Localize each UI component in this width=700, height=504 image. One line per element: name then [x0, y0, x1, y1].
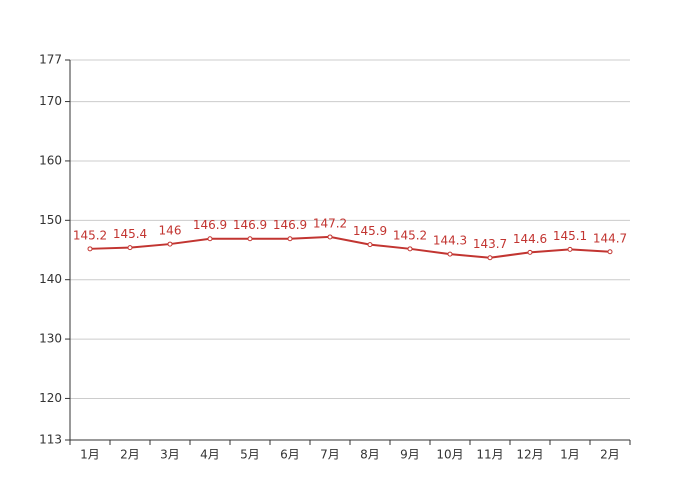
y-tick-label: 177 — [39, 53, 62, 67]
data-label: 145.4 — [113, 227, 147, 241]
x-tick-label: 3月 — [160, 448, 180, 462]
data-label: 146 — [159, 224, 182, 238]
point — [407, 246, 413, 252]
point — [167, 241, 173, 247]
point — [327, 234, 333, 240]
x-tick-label: 4月 — [200, 448, 220, 462]
data-label: 146.9 — [193, 218, 227, 232]
x-tick-label: 2月 — [120, 448, 140, 462]
point — [287, 236, 293, 242]
y-tick-label: 160 — [39, 153, 62, 167]
y-tick-label: 140 — [39, 272, 62, 286]
point — [607, 249, 613, 255]
y-tick-label: 170 — [39, 94, 62, 108]
data-label: 145.1 — [553, 229, 587, 243]
point — [567, 246, 573, 252]
y-tick-label: 130 — [39, 332, 62, 346]
x-tick-label: 1月 — [80, 448, 100, 462]
x-tick-label: 1月 — [560, 448, 580, 462]
x-tick-label: 8月 — [360, 448, 380, 462]
point — [207, 236, 213, 242]
point — [247, 236, 253, 242]
data-label: 144.7 — [593, 231, 627, 245]
point — [127, 245, 133, 251]
x-tick-label: 5月 — [240, 448, 260, 462]
data-label: 143.7 — [473, 237, 507, 251]
x-tick-label: 7月 — [320, 448, 340, 462]
data-label: 145.2 — [393, 228, 427, 242]
data-label: 146.9 — [233, 218, 267, 232]
point — [87, 246, 93, 252]
y-tick-label: 113 — [39, 433, 62, 447]
data-label: 147.2 — [313, 216, 347, 230]
x-tick-label: 11月 — [476, 448, 503, 462]
x-tick-label: 10月 — [436, 448, 463, 462]
x-tick-label: 2月 — [600, 448, 620, 462]
point — [487, 255, 493, 261]
x-tick-label: 6月 — [280, 448, 300, 462]
data-label: 144.3 — [433, 234, 467, 248]
point — [527, 249, 533, 255]
y-tick-label: 120 — [39, 391, 62, 405]
data-label: 145.9 — [353, 224, 387, 238]
x-tick-label: 12月 — [516, 448, 543, 462]
data-label: 145.2 — [73, 228, 107, 242]
data-label: 146.9 — [273, 218, 307, 232]
point — [447, 251, 453, 257]
point — [367, 242, 373, 248]
x-tick-label: 9月 — [400, 448, 420, 462]
data-label: 144.6 — [513, 232, 547, 246]
line — [89, 235, 611, 259]
y-tick-label: 150 — [39, 213, 62, 227]
